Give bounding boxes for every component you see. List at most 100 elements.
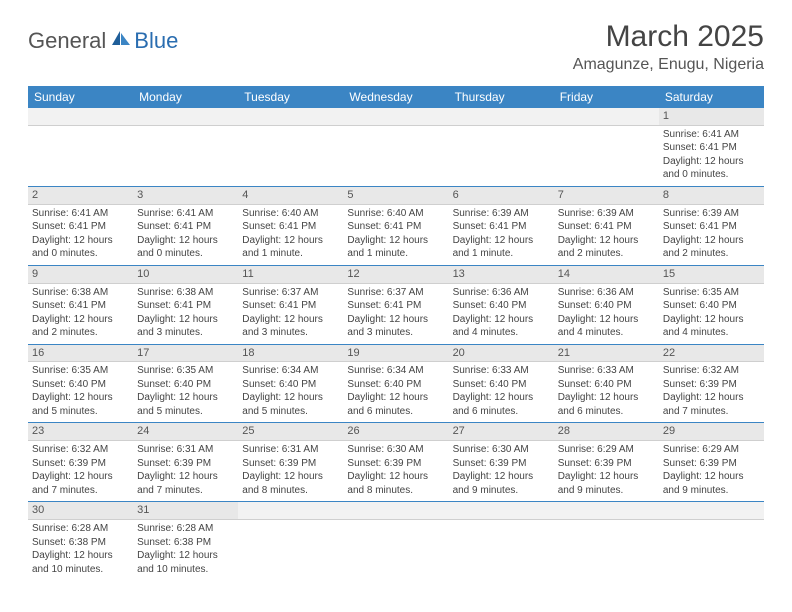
day-number: 21	[554, 345, 659, 363]
day-number	[28, 108, 133, 126]
sunset-text: Sunset: 6:40 PM	[347, 378, 444, 392]
day-number	[659, 502, 764, 520]
day-number: 5	[343, 187, 448, 205]
sunset-text: Sunset: 6:40 PM	[32, 378, 129, 392]
daylight1-text: Daylight: 12 hours	[242, 391, 339, 405]
calendar-cell	[554, 108, 659, 186]
sunset-text: Sunset: 6:40 PM	[453, 299, 550, 313]
daylight1-text: Daylight: 12 hours	[453, 313, 550, 327]
day-content: Sunrise: 6:32 AMSunset: 6:39 PMDaylight:…	[28, 441, 133, 501]
sunrise-text: Sunrise: 6:40 AM	[242, 207, 339, 221]
calendar-cell: 25Sunrise: 6:31 AMSunset: 6:39 PMDayligh…	[238, 423, 343, 502]
daylight2-text: and 1 minute.	[242, 247, 339, 261]
daylight1-text: Daylight: 12 hours	[242, 470, 339, 484]
day-number: 22	[659, 345, 764, 363]
daylight1-text: Daylight: 12 hours	[663, 470, 760, 484]
day-number	[238, 108, 343, 126]
sunset-text: Sunset: 6:40 PM	[453, 378, 550, 392]
day-number: 14	[554, 266, 659, 284]
calendar-row: 23Sunrise: 6:32 AMSunset: 6:39 PMDayligh…	[28, 423, 764, 502]
day-content: Sunrise: 6:30 AMSunset: 6:39 PMDaylight:…	[343, 441, 448, 501]
day-number	[343, 108, 448, 126]
daylight2-text: and 6 minutes.	[347, 405, 444, 419]
calendar-cell: 24Sunrise: 6:31 AMSunset: 6:39 PMDayligh…	[133, 423, 238, 502]
daylight2-text: and 0 minutes.	[137, 247, 234, 261]
daylight2-text: and 0 minutes.	[32, 247, 129, 261]
calendar-row: 16Sunrise: 6:35 AMSunset: 6:40 PMDayligh…	[28, 344, 764, 423]
day-header: Wednesday	[343, 86, 448, 108]
day-content: Sunrise: 6:33 AMSunset: 6:40 PMDaylight:…	[449, 362, 554, 422]
daylight1-text: Daylight: 12 hours	[137, 470, 234, 484]
day-number: 6	[449, 187, 554, 205]
calendar-cell: 22Sunrise: 6:32 AMSunset: 6:39 PMDayligh…	[659, 344, 764, 423]
day-number: 20	[449, 345, 554, 363]
sunrise-text: Sunrise: 6:29 AM	[558, 443, 655, 457]
daylight1-text: Daylight: 12 hours	[453, 391, 550, 405]
day-number: 1	[659, 108, 764, 126]
day-number: 8	[659, 187, 764, 205]
sunset-text: Sunset: 6:41 PM	[32, 299, 129, 313]
day-header-row: SundayMondayTuesdayWednesdayThursdayFrid…	[28, 86, 764, 108]
day-number	[449, 108, 554, 126]
calendar-cell: 11Sunrise: 6:37 AMSunset: 6:41 PMDayligh…	[238, 265, 343, 344]
day-number: 18	[238, 345, 343, 363]
sunset-text: Sunset: 6:39 PM	[663, 378, 760, 392]
calendar-cell: 6Sunrise: 6:39 AMSunset: 6:41 PMDaylight…	[449, 186, 554, 265]
sunrise-text: Sunrise: 6:32 AM	[663, 364, 760, 378]
day-number: 17	[133, 345, 238, 363]
location-label: Amagunze, Enugu, Nigeria	[573, 56, 764, 74]
daylight2-text: and 9 minutes.	[663, 484, 760, 498]
day-header: Friday	[554, 86, 659, 108]
day-number: 2	[28, 187, 133, 205]
sunset-text: Sunset: 6:38 PM	[32, 536, 129, 550]
sunset-text: Sunset: 6:39 PM	[558, 457, 655, 471]
sunset-text: Sunset: 6:39 PM	[32, 457, 129, 471]
day-content: Sunrise: 6:40 AMSunset: 6:41 PMDaylight:…	[343, 205, 448, 265]
daylight2-text: and 8 minutes.	[242, 484, 339, 498]
day-number: 29	[659, 423, 764, 441]
daylight1-text: Daylight: 12 hours	[32, 549, 129, 563]
calendar-cell: 16Sunrise: 6:35 AMSunset: 6:40 PMDayligh…	[28, 344, 133, 423]
day-header: Monday	[133, 86, 238, 108]
daylight1-text: Daylight: 12 hours	[663, 234, 760, 248]
daylight2-text: and 1 minute.	[453, 247, 550, 261]
sunrise-text: Sunrise: 6:32 AM	[32, 443, 129, 457]
daylight2-text: and 9 minutes.	[558, 484, 655, 498]
daylight1-text: Daylight: 12 hours	[137, 313, 234, 327]
day-content: Sunrise: 6:30 AMSunset: 6:39 PMDaylight:…	[449, 441, 554, 501]
day-content: Sunrise: 6:41 AMSunset: 6:41 PMDaylight:…	[133, 205, 238, 265]
calendar-table: SundayMondayTuesdayWednesdayThursdayFrid…	[28, 86, 764, 580]
logo-text-1: General	[28, 28, 106, 54]
day-content: Sunrise: 6:39 AMSunset: 6:41 PMDaylight:…	[449, 205, 554, 265]
day-content: Sunrise: 6:29 AMSunset: 6:39 PMDaylight:…	[554, 441, 659, 501]
day-header: Tuesday	[238, 86, 343, 108]
sunset-text: Sunset: 6:39 PM	[137, 457, 234, 471]
calendar-cell	[238, 502, 343, 580]
sunrise-text: Sunrise: 6:29 AM	[663, 443, 760, 457]
calendar-cell	[449, 502, 554, 580]
daylight2-text: and 6 minutes.	[558, 405, 655, 419]
day-number: 11	[238, 266, 343, 284]
day-number: 9	[28, 266, 133, 284]
sunset-text: Sunset: 6:39 PM	[242, 457, 339, 471]
day-content: Sunrise: 6:29 AMSunset: 6:39 PMDaylight:…	[659, 441, 764, 501]
daylight2-text: and 2 minutes.	[663, 247, 760, 261]
sunrise-text: Sunrise: 6:36 AM	[558, 286, 655, 300]
sunrise-text: Sunrise: 6:37 AM	[347, 286, 444, 300]
day-number: 12	[343, 266, 448, 284]
calendar-cell: 21Sunrise: 6:33 AMSunset: 6:40 PMDayligh…	[554, 344, 659, 423]
daylight2-text: and 10 minutes.	[137, 563, 234, 577]
daylight1-text: Daylight: 12 hours	[663, 155, 760, 169]
calendar-cell: 2Sunrise: 6:41 AMSunset: 6:41 PMDaylight…	[28, 186, 133, 265]
day-content: Sunrise: 6:38 AMSunset: 6:41 PMDaylight:…	[133, 284, 238, 344]
calendar-cell: 29Sunrise: 6:29 AMSunset: 6:39 PMDayligh…	[659, 423, 764, 502]
day-number: 23	[28, 423, 133, 441]
daylight1-text: Daylight: 12 hours	[347, 313, 444, 327]
day-number: 30	[28, 502, 133, 520]
daylight2-text: and 6 minutes.	[453, 405, 550, 419]
daylight2-text: and 2 minutes.	[558, 247, 655, 261]
day-content: Sunrise: 6:39 AMSunset: 6:41 PMDaylight:…	[554, 205, 659, 265]
calendar-cell: 8Sunrise: 6:39 AMSunset: 6:41 PMDaylight…	[659, 186, 764, 265]
daylight1-text: Daylight: 12 hours	[137, 391, 234, 405]
daylight2-text: and 10 minutes.	[32, 563, 129, 577]
